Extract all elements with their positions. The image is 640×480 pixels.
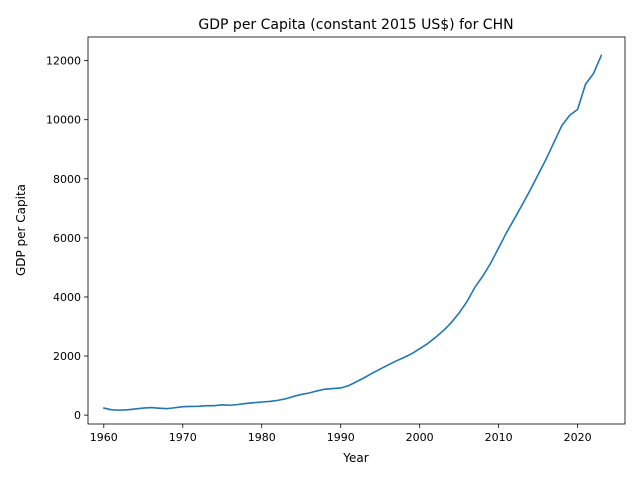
chart-title: GDP per Capita (constant 2015 US$) for C… <box>198 17 513 33</box>
x-tick-label: 2020 <box>564 431 592 444</box>
x-tick-label: 1990 <box>327 431 355 444</box>
series-line <box>102 54 603 411</box>
y-tick-label: 8000 <box>53 173 81 186</box>
plot-frame <box>87 36 626 425</box>
x-axis-label: Year <box>342 451 368 465</box>
y-tick-label: 4000 <box>53 291 81 304</box>
x-tick-label: 1960 <box>90 431 118 444</box>
y-tick-label: 10000 <box>46 114 81 127</box>
series-layer <box>102 54 603 411</box>
x-tick-label: 1980 <box>248 431 276 444</box>
x-tick-label: 2010 <box>485 431 513 444</box>
y-tick-label: 2000 <box>53 350 81 363</box>
y-axis-label: GDP per Capita <box>14 184 28 276</box>
x-tick-label: 2000 <box>406 431 434 444</box>
ticks: 1960 1970 1980 1990 2000 2010 2020 0 2000 4000 600… <box>46 55 592 444</box>
y-tick-label: 12000 <box>46 55 81 68</box>
x-tick-label: 1970 <box>169 431 197 444</box>
y-tick-label: 0 <box>74 409 81 422</box>
y-tick-label: 6000 <box>53 232 81 245</box>
